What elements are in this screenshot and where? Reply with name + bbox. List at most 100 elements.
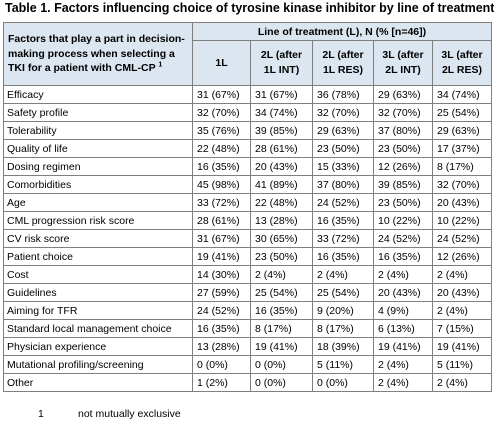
table-row: CV risk score 31 (67%) 30 (65%) 33 (72%) 24 … [3, 229, 492, 248]
table-row: Efficacy 31 (67%) 31 (67%) 36 (78%) 29 (63%)… [3, 85, 492, 104]
value-cell: 31 (67%) [192, 229, 251, 248]
factors-header-text: Factors that play a part in decision-mak… [8, 33, 185, 75]
value-cell: 10 (22%) [432, 211, 492, 230]
table-row: Quality of life 22 (48%) 28 (61%) 23 (50%) 2… [3, 139, 492, 158]
value-cell: 25 (54%) [250, 283, 313, 302]
value-cell: 29 (63%) [432, 121, 492, 140]
value-cell: 9 (20%) [312, 301, 374, 320]
footnote-marker: 1 [158, 61, 163, 69]
factor-cell: Age [3, 193, 193, 212]
value-cell: 29 (63%) [312, 121, 374, 140]
value-cell: 16 (35%) [192, 319, 251, 338]
value-cell: 28 (61%) [250, 139, 313, 158]
value-cell: 16 (35%) [373, 247, 433, 266]
table-body: Efficacy 31 (67%) 31 (67%) 36 (78%) 29 (63%)… [3, 85, 492, 392]
table-row: Age 33 (72%) 22 (48%) 24 (52%) 23 (50%) 20 (4… [3, 193, 492, 212]
value-cell: 37 (80%) [373, 121, 433, 140]
line-of-treatment-header: Line of treatment (L), N (% [n=46]) [192, 22, 492, 41]
value-cell: 16 (35%) [250, 301, 313, 320]
value-cell: 36 (78%) [312, 85, 374, 104]
table-row: Safety profile 32 (70%) 34 (74%) 32 (70%) 32… [3, 103, 492, 122]
value-cell: 19 (41%) [373, 337, 433, 356]
value-cell: 8 (17%) [250, 319, 313, 338]
factor-cell: Quality of life [3, 139, 193, 158]
value-cell: 2 (4%) [250, 265, 313, 284]
factor-cell: Physician experience [3, 337, 193, 356]
factor-cell: Safety profile [3, 103, 193, 122]
value-cell: 6 (13%) [373, 319, 433, 338]
value-cell: 0 (0%) [250, 373, 313, 392]
column-header-3l-after-2l-int: 3L (after 2L INT) [373, 40, 433, 86]
value-cell: 24 (52%) [432, 229, 492, 248]
value-cell: 24 (52%) [312, 193, 374, 212]
value-cell: 28 (61%) [192, 211, 251, 230]
value-cell: 31 (67%) [192, 85, 251, 104]
table-row: Other 1 (2%) 0 (0%) 0 (0%) 2 (4%) 2 (4%) [3, 373, 492, 392]
value-cell: 18 (39%) [312, 337, 374, 356]
value-cell: 22 (48%) [192, 139, 251, 158]
value-cell: 20 (43%) [250, 157, 313, 176]
value-cell: 32 (70%) [373, 103, 433, 122]
footnote-text: not mutually exclusive [78, 408, 181, 420]
value-cell: 23 (50%) [312, 139, 374, 158]
table-title: Table 1. Factors influencing choice of t… [5, 1, 494, 15]
factor-cell: Aiming for TFR [3, 301, 193, 320]
value-cell: 14 (30%) [192, 265, 251, 284]
table-row: CML progression risk score 28 (61%) 13 (28… [3, 211, 492, 230]
column-header-3l-after-2l-res: 3L (after 2L RES) [432, 40, 492, 86]
value-cell: 33 (72%) [192, 193, 251, 212]
value-cell: 5 (11%) [432, 355, 492, 374]
column-header-2l-after-1l-int: 2L (after 1L INT) [250, 40, 313, 86]
value-cell: 23 (50%) [250, 247, 313, 266]
factor-cell: Other [3, 373, 193, 392]
value-cell: 19 (41%) [432, 337, 492, 356]
table-row: Standard local management choice 16 (35%)… [3, 319, 492, 338]
table-row: Comorbidities 45 (98%) 41 (89%) 37 (80%) 39 … [3, 175, 492, 194]
value-cell: 16 (35%) [312, 247, 374, 266]
value-cell: 37 (80%) [312, 175, 374, 194]
value-cell: 1 (2%) [192, 373, 251, 392]
factor-cell: Dosing regimen [3, 157, 193, 176]
value-cell: 0 (0%) [250, 355, 313, 374]
table-row: Patient choice 19 (41%) 23 (50%) 16 (35%) 16… [3, 247, 492, 266]
value-cell: 2 (4%) [312, 265, 374, 284]
table-row: Dosing regimen 16 (35%) 20 (43%) 15 (33%) 12… [3, 157, 492, 176]
value-cell: 20 (43%) [373, 283, 433, 302]
factor-cell: Standard local management choice [3, 319, 193, 338]
value-cell: 17 (37%) [432, 139, 492, 158]
table-row: Aiming for TFR 24 (52%) 16 (35%) 9 (20%) 4 (… [3, 301, 492, 320]
table-row: Cost 14 (30%) 2 (4%) 2 (4%) 2 (4%) 2 (4%) [3, 265, 492, 284]
factors-column-header: Factors that play a part in decision-mak… [3, 22, 193, 86]
value-cell: 33 (72%) [312, 229, 374, 248]
value-cell: 24 (52%) [192, 301, 251, 320]
value-cell: 34 (74%) [250, 103, 313, 122]
value-cell: 23 (50%) [373, 193, 433, 212]
value-cell: 29 (63%) [373, 85, 433, 104]
value-cell: 7 (15%) [432, 319, 492, 338]
factor-cell: Efficacy [3, 85, 193, 104]
value-cell: 22 (48%) [250, 193, 313, 212]
value-cell: 2 (4%) [432, 301, 492, 320]
value-cell: 12 (26%) [432, 247, 492, 266]
column-header-2l-after-1l-res: 2L (after 1L RES) [312, 40, 374, 86]
value-cell: 2 (4%) [373, 355, 433, 374]
value-cell: 4 (9%) [373, 301, 433, 320]
table-row: Guidelines 27 (59%) 25 (54%) 25 (54%) 20 (43… [3, 283, 492, 302]
value-cell: 13 (28%) [250, 211, 313, 230]
value-cell: 19 (41%) [192, 247, 251, 266]
value-cell: 32 (70%) [432, 175, 492, 194]
table-header: Factors that play a part in decision-mak… [3, 22, 492, 86]
table-row: Physician experience 13 (28%) 19 (41%) 18 (… [3, 337, 492, 356]
value-cell: 25 (54%) [432, 103, 492, 122]
value-cell: 2 (4%) [432, 265, 492, 284]
value-cell: 2 (4%) [373, 373, 433, 392]
footnote: 1 not mutually exclusive [38, 408, 181, 420]
value-cell: 13 (28%) [192, 337, 251, 356]
value-cell: 45 (98%) [192, 175, 251, 194]
value-cell: 35 (76%) [192, 121, 251, 140]
value-cell: 23 (50%) [373, 139, 433, 158]
table-row: Tolerability 35 (76%) 39 (85%) 29 (63%) 37 (… [3, 121, 492, 140]
value-cell: 8 (17%) [312, 319, 374, 338]
factor-cell: Cost [3, 265, 193, 284]
factor-cell: CML progression risk score [3, 211, 193, 230]
